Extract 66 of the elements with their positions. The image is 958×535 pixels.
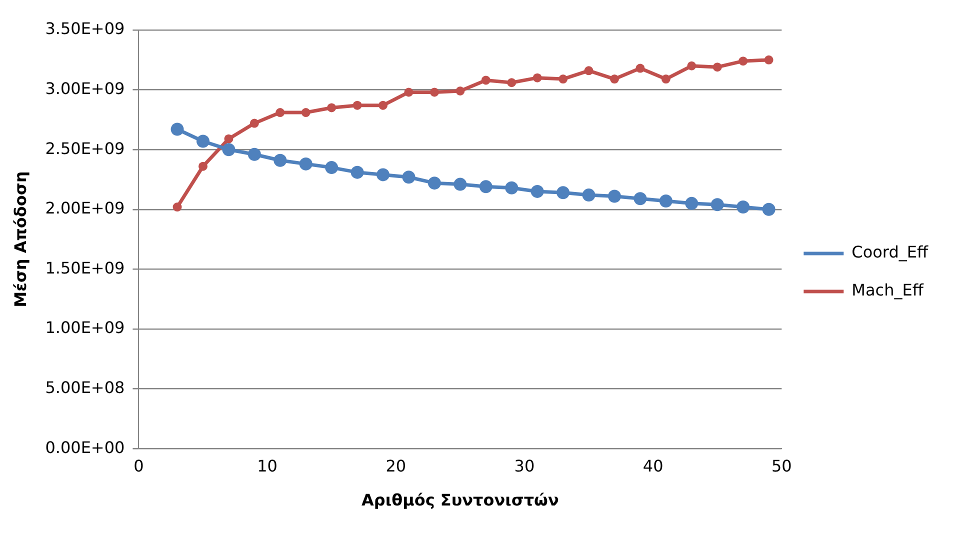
y-tick-label: 2.50E+09 bbox=[45, 138, 125, 158]
point bbox=[481, 76, 490, 85]
point bbox=[530, 184, 544, 198]
point bbox=[276, 108, 285, 118]
point bbox=[556, 186, 570, 200]
point bbox=[507, 78, 516, 88]
point bbox=[736, 200, 750, 214]
x-tick-label: 0 bbox=[134, 456, 144, 476]
point bbox=[430, 88, 439, 97]
point bbox=[762, 202, 776, 216]
point bbox=[170, 122, 184, 136]
point bbox=[636, 64, 645, 73]
point bbox=[274, 154, 287, 167]
point bbox=[584, 66, 594, 76]
point bbox=[222, 143, 236, 156]
point bbox=[710, 198, 724, 212]
x-tick-label: 50 bbox=[771, 456, 792, 476]
point bbox=[350, 166, 364, 179]
point bbox=[402, 170, 416, 184]
x-tick-label: 10 bbox=[257, 456, 278, 476]
point bbox=[456, 86, 465, 96]
point bbox=[198, 162, 208, 171]
point bbox=[634, 192, 647, 206]
point bbox=[224, 134, 234, 144]
point bbox=[248, 148, 261, 161]
point bbox=[479, 180, 492, 194]
point bbox=[505, 181, 518, 194]
point bbox=[685, 196, 698, 210]
y-tick-label: 5.00E+08 bbox=[45, 378, 125, 397]
point bbox=[608, 190, 621, 203]
y-tick-label: 1.00E+09 bbox=[45, 318, 125, 338]
point bbox=[582, 188, 596, 202]
y-tick-label: 1.50E+09 bbox=[45, 258, 125, 278]
point bbox=[738, 56, 748, 66]
point bbox=[301, 108, 310, 118]
point bbox=[454, 178, 467, 191]
point bbox=[610, 74, 619, 84]
point bbox=[325, 161, 338, 174]
point bbox=[712, 62, 722, 72]
y-tick-label: 2.00E+09 bbox=[45, 198, 125, 218]
point bbox=[378, 100, 388, 110]
point bbox=[764, 55, 774, 64]
legend-label: Mach_Eff bbox=[852, 280, 924, 300]
point bbox=[376, 168, 390, 182]
point bbox=[558, 74, 568, 84]
x-axis-title: Αριθμός Συντονιστών bbox=[362, 490, 559, 510]
point bbox=[532, 73, 542, 82]
point bbox=[661, 74, 670, 84]
y-axis-title: Μέση Απόδοση bbox=[10, 171, 30, 308]
point bbox=[687, 61, 696, 70]
point bbox=[299, 157, 312, 170]
point bbox=[250, 118, 259, 128]
point bbox=[352, 100, 362, 110]
x-tick-label: 30 bbox=[514, 456, 535, 476]
y-tick-label: 3.50E+09 bbox=[45, 19, 125, 38]
point bbox=[659, 194, 672, 208]
y-tick-label: 0.00E+00 bbox=[45, 438, 125, 457]
point bbox=[172, 202, 182, 212]
point bbox=[327, 103, 336, 112]
point bbox=[196, 134, 210, 148]
y-tick-label: 3.00E+09 bbox=[45, 78, 125, 98]
x-tick-label: 40 bbox=[642, 456, 664, 476]
legend-label: Coord_Eff bbox=[852, 242, 929, 262]
point bbox=[404, 88, 414, 97]
x-tick-label: 20 bbox=[386, 456, 406, 476]
point bbox=[428, 176, 441, 190]
